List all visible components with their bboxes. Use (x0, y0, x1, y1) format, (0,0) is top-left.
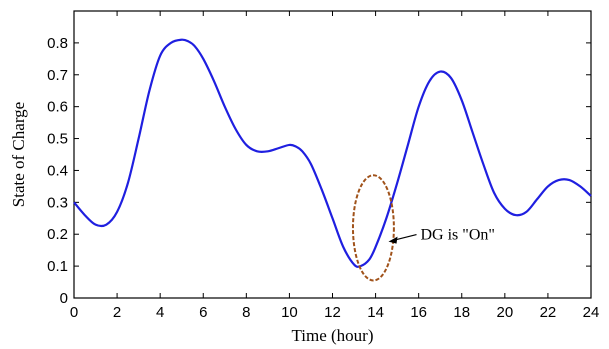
x-tick-label: 14 (367, 304, 384, 321)
y-tick-label: 0.6 (47, 99, 68, 116)
soc-series-line (73, 38, 592, 268)
x-tick-label: 6 (199, 304, 207, 321)
annotation-ellipse (351, 174, 395, 282)
x-tick-label: 2 (113, 304, 121, 321)
x-tick-label: 4 (156, 304, 164, 321)
x-tick-label: 22 (540, 304, 557, 321)
annotation-label: DG is "On" (421, 227, 495, 244)
x-tick-label: 10 (281, 304, 298, 321)
plot-frame (73, 10, 592, 299)
x-tick-label: 0 (70, 304, 78, 321)
annotation-arrowhead (388, 236, 398, 244)
y-tick-label: 0 (60, 290, 68, 307)
x-tick-label: 24 (583, 304, 600, 321)
y-tick-label: 0.4 (47, 162, 68, 179)
y-axis-label: State of Charge (9, 102, 28, 207)
x-tick-label: 8 (242, 304, 250, 321)
series-group (73, 38, 592, 268)
x-axis-label: Time (hour) (291, 326, 373, 345)
plot-axes (73, 10, 592, 299)
y-tick-label: 0.5 (47, 131, 68, 148)
y-tick-label: 0.7 (47, 67, 68, 84)
x-tick-label: 20 (496, 304, 513, 321)
y-tick-label: 0.8 (47, 35, 68, 52)
x-tick-label: 16 (410, 304, 427, 321)
annotation-group: DG is "On" (351, 174, 495, 282)
y-tick-label: 0.1 (47, 258, 68, 275)
tick-marks (73, 11, 592, 299)
y-tick-label: 0.2 (47, 226, 68, 243)
y-tick-label: 0.3 (47, 194, 68, 211)
x-tick-label: 18 (453, 304, 470, 321)
tick-labels: 0 2 4 6 8 10 12 14 16 18 20 22 2400.10.20.30.40.50.6… (47, 35, 599, 321)
x-tick-label: 12 (324, 304, 341, 321)
